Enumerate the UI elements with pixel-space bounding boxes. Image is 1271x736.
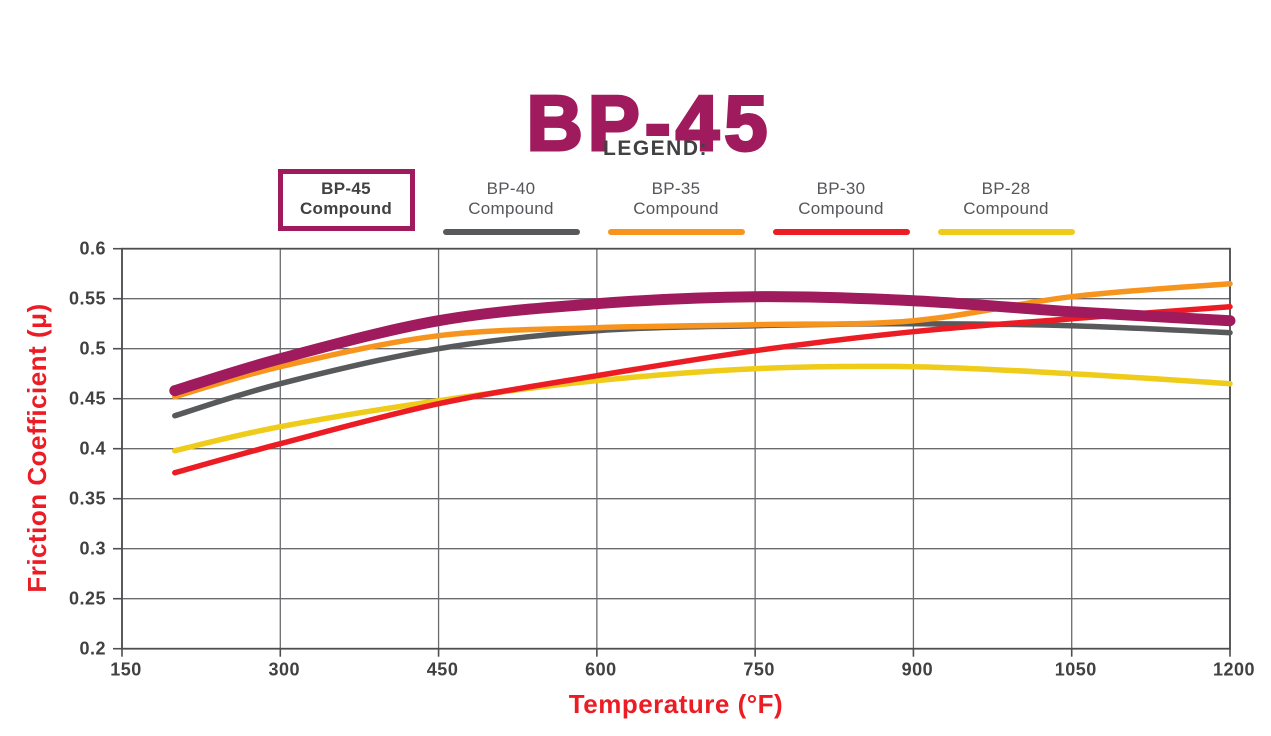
y-tick-label: 0.2 — [79, 639, 106, 659]
y-tick-label: 0.45 — [69, 389, 106, 409]
page-title: BP-45 — [525, 78, 773, 169]
x-tick-label: 600 — [585, 660, 617, 680]
legend-color-swatch — [442, 228, 580, 235]
legend-item-subname: Compound — [468, 199, 554, 219]
x-axis-title: Temperature (°F) — [569, 689, 783, 719]
x-tick-label: 1200 — [1213, 660, 1255, 680]
legend-item-label: BP-45 Compound — [291, 179, 402, 220]
tick-label-layer: 150 300 450 600 750 900 1050 1200 0.2 0.25 0.3 0.35… — [69, 239, 1255, 680]
series-curve-bp-35-compound — [172, 280, 1233, 400]
y-tick-label: 0.55 — [69, 289, 106, 309]
y-axis-title: Friction Coefficient (μ) — [22, 303, 52, 592]
series-curve-bp-45-compound — [169, 291, 1236, 397]
y-tick-label: 0.3 — [79, 539, 106, 559]
legend-item-label: BP-28 Compound — [963, 179, 1049, 220]
legend-item-name: BP-35 — [651, 179, 701, 198]
plot-border — [121, 247, 1231, 650]
y-tick-label: 0.4 — [79, 439, 106, 459]
series-curve-bp-30-compound — [172, 303, 1233, 476]
legend-item-subname: Compound — [963, 199, 1049, 219]
legend-item-label: BP-35 Compound — [633, 179, 719, 220]
x-tick-label: 1050 — [1055, 660, 1097, 680]
y-tick-label: 0.6 — [79, 239, 106, 259]
legend-item-label: BP-30 Compound — [798, 179, 884, 220]
legend-item-bp-30: BP-30 Compound — [772, 169, 910, 235]
series-curve-bp-28-compound — [172, 363, 1233, 454]
legend-item-subname: Compound — [299, 199, 393, 219]
legend-color-swatch — [772, 228, 910, 235]
legend-item-subname: Compound — [633, 199, 719, 219]
y-tick-label: 0.35 — [69, 489, 106, 509]
x-tick-label: 450 — [427, 660, 459, 680]
legend-heading: LEGEND: — [603, 137, 708, 160]
legend-color-swatch — [937, 228, 1075, 235]
chart-canvas: 150 300 450 600 750 900 1050 1200 0.2 0.25 0.3 0.35… — [22, 239, 1255, 719]
curve-layer — [169, 280, 1236, 476]
legend-item-name: BP-28 — [981, 179, 1031, 198]
legend-item-name: BP-30 — [816, 179, 866, 198]
legend-item-name: BP-40 — [486, 179, 536, 198]
y-tick-label: 0.25 — [69, 589, 106, 609]
legend-item-label: BP-40 Compound — [468, 179, 554, 220]
legend-highlight-box: BP-45 Compound — [277, 169, 415, 231]
x-tick-label: 900 — [902, 660, 934, 680]
legend-item-name: BP-45 — [321, 179, 371, 198]
legend-item-subname: Compound — [798, 199, 884, 219]
friction-chart: 150 300 450 600 750 900 1050 1200 0.2 0.25 0.3 0.35… — [0, 236, 1271, 736]
y-tick-label: 0.5 — [79, 339, 106, 359]
legend-color-swatch — [607, 228, 745, 235]
legend-item-bp-45: BP-45 Compound — [277, 169, 415, 231]
legend-item-bp-28: BP-28 Compound — [937, 169, 1075, 235]
x-tick-label: 750 — [743, 660, 775, 680]
legend-item-bp-40: BP-40 Compound — [442, 169, 580, 235]
legend: BP-45 Compound BP-40 Compound BP-35 Comp… — [0, 169, 1271, 235]
x-tick-label: 300 — [269, 660, 301, 680]
x-tick-label: 150 — [110, 660, 142, 680]
legend-item-bp-35: BP-35 Compound — [607, 169, 745, 235]
